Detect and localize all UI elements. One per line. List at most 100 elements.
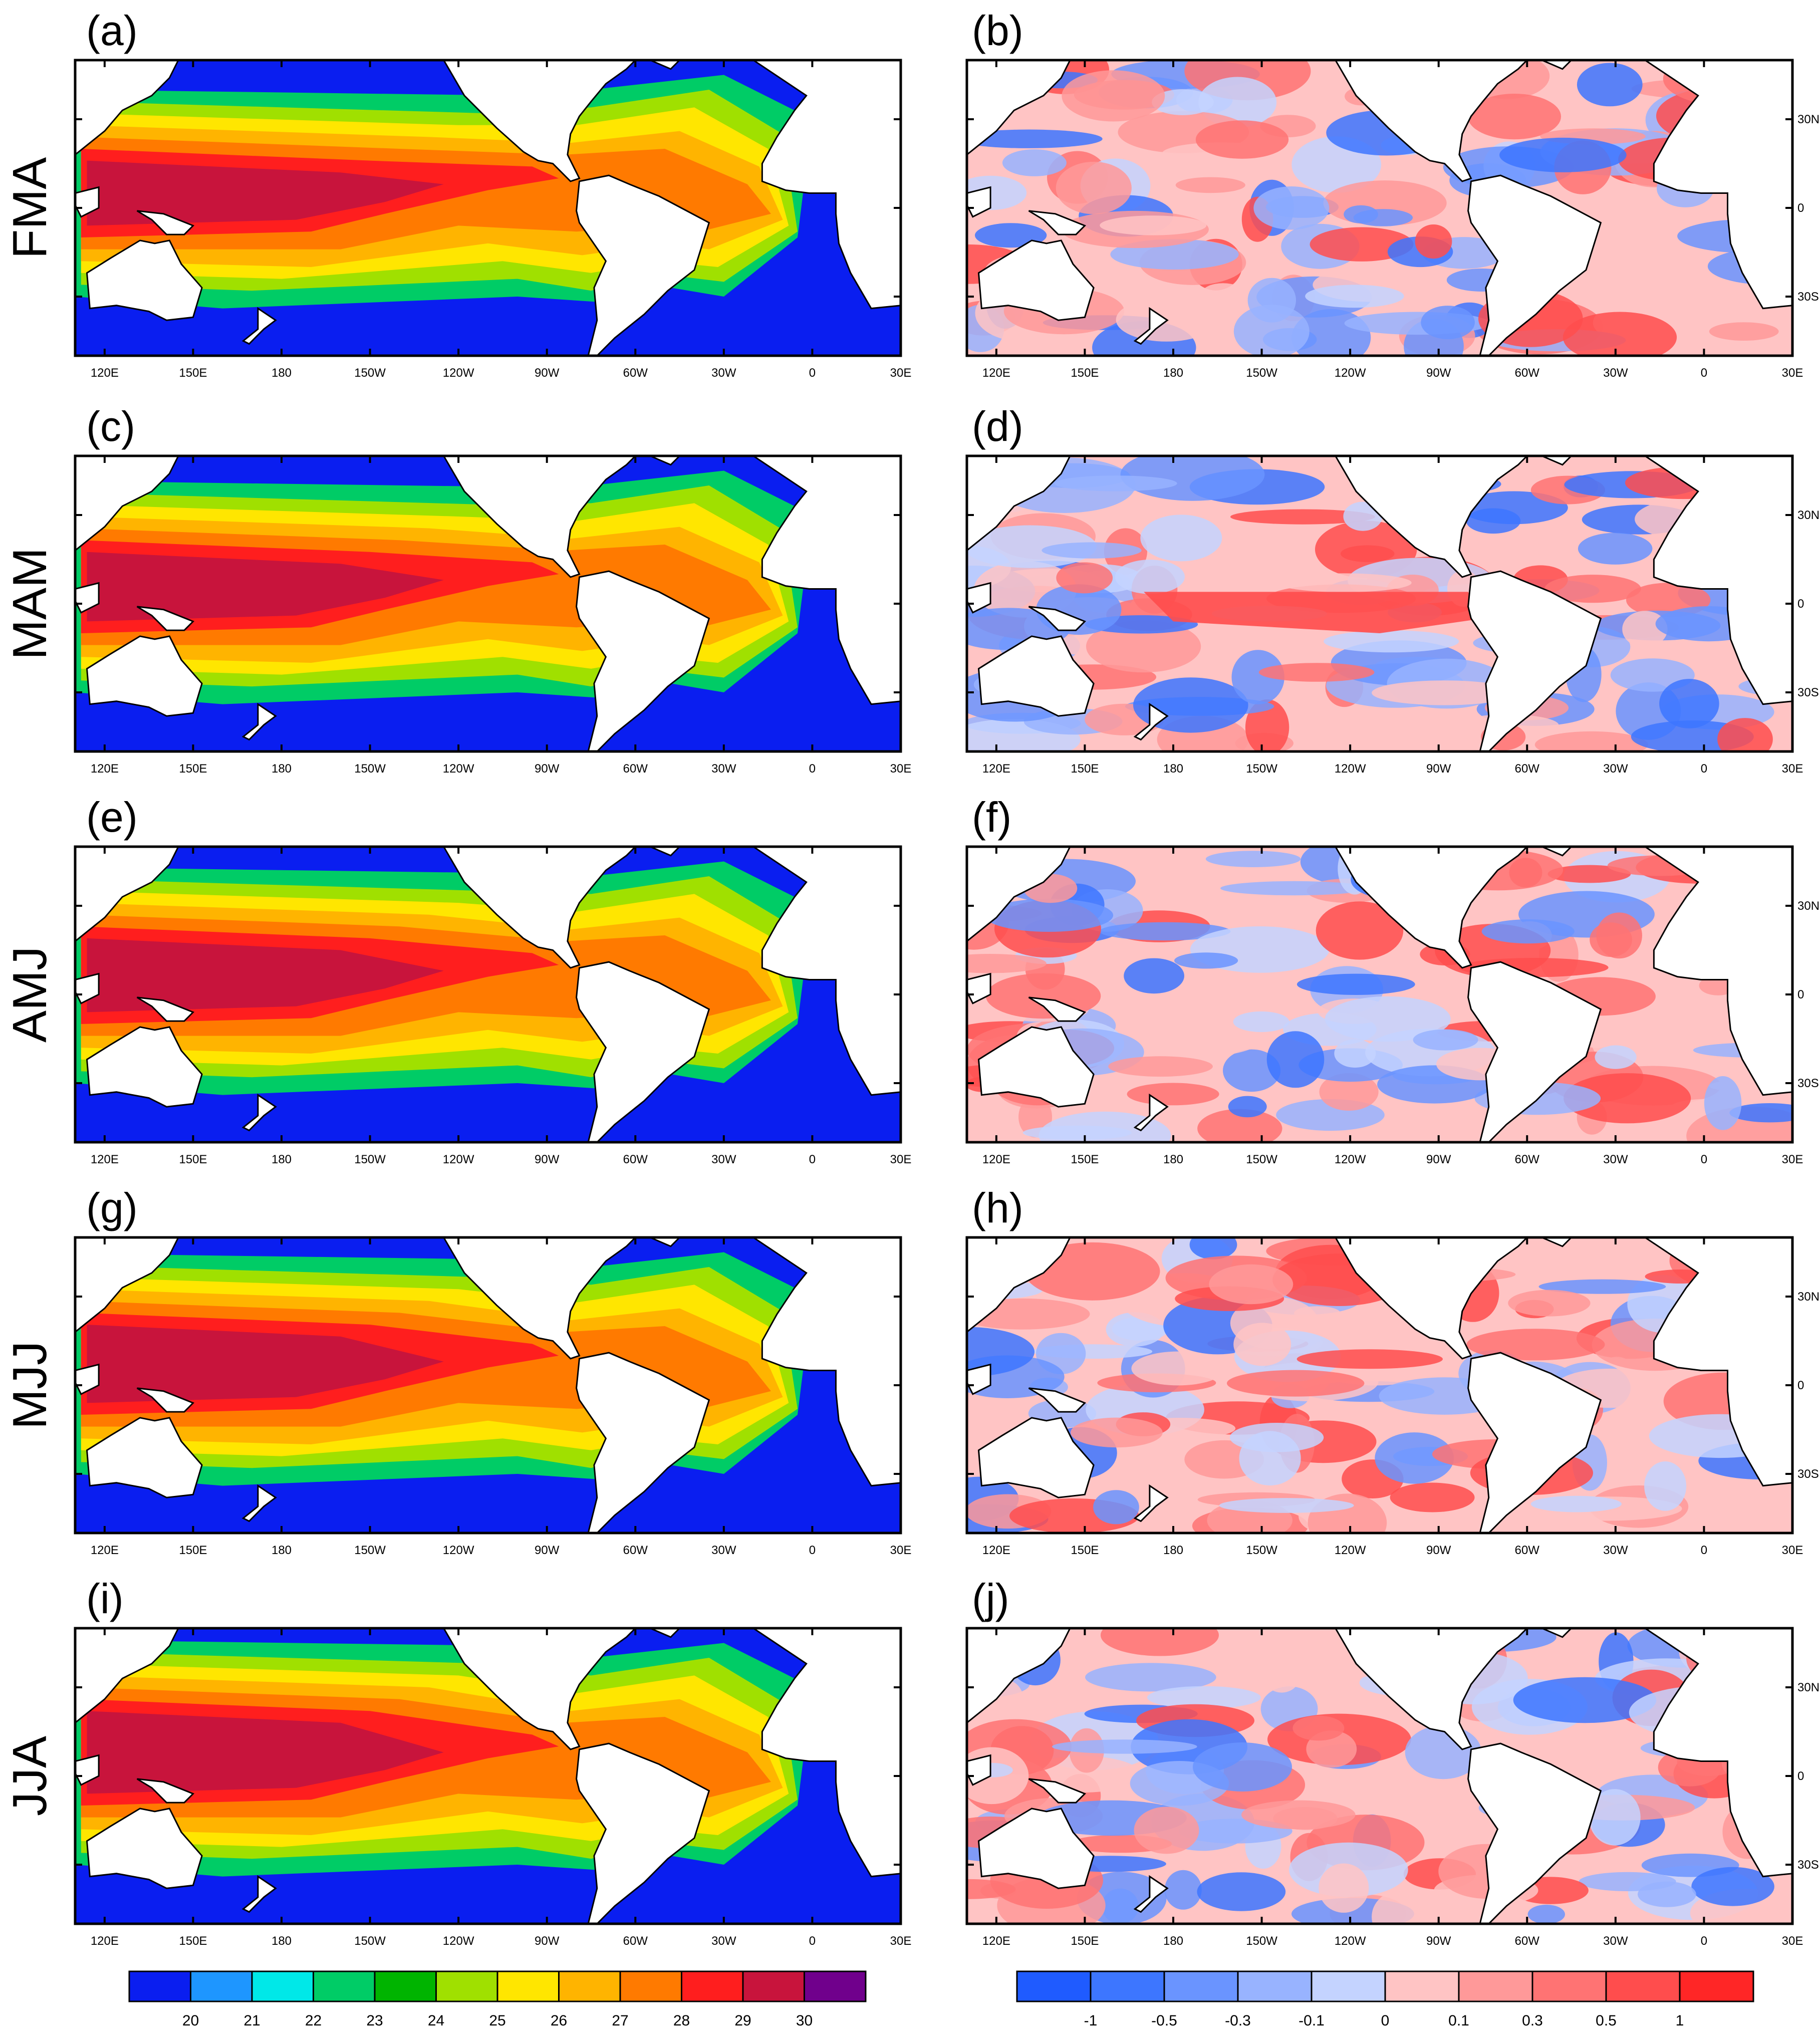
anomaly-patch [967, 129, 1103, 148]
panel-label: (g) [86, 1184, 138, 1231]
lon-tick-label: 150W [1246, 1934, 1277, 1948]
colorbar-swatch [1311, 1970, 1386, 2002]
anomaly-patch [1325, 996, 1451, 1042]
lon-tick-label: 0 [1701, 1934, 1707, 1948]
lon-tick-label: 60W [1515, 366, 1540, 380]
lon-tick-label: 150W [354, 1544, 386, 1557]
anomaly-patch [1127, 1083, 1219, 1106]
lon-tick-label: 30E [1782, 1153, 1803, 1166]
anomaly-patch [1508, 1290, 1591, 1317]
lon-tick-label: 120E [91, 1544, 119, 1557]
colorbar-swatch [1605, 1970, 1681, 2002]
colorbar-label: 22 [305, 2012, 322, 2029]
anomaly-patch [1530, 1495, 1622, 1512]
lon-tick-label: 180 [272, 1934, 292, 1948]
lon-tick-label: 150E [179, 366, 207, 380]
anomaly-patch [1086, 620, 1201, 673]
anomaly-patch [1233, 1323, 1291, 1366]
season-label: FMA [3, 157, 57, 259]
lon-tick-label: 30W [711, 1153, 736, 1166]
lat-tick-label: 0 [1797, 201, 1804, 215]
anomaly-patch [1547, 865, 1631, 883]
anomaly-patch [1499, 137, 1627, 172]
lon-tick-label: 150W [354, 366, 386, 380]
panel-row: 120E 150E 180 150W 120W 90W 60W 30W 0 30E(c)MAM12… [3, 403, 1819, 776]
lat-tick-label: 0 [1797, 597, 1804, 611]
anomaly-patch [1415, 224, 1452, 259]
panel-row: 120E 150E 180 150W 120W 90W 60W 30W 0 30E(e)AMJ12… [3, 794, 1819, 1166]
anomaly-patch [1197, 1872, 1286, 1911]
anomaly-patch [1310, 227, 1414, 262]
sst-colorbar: 20 21 22 23 24 25 26 27 28 29 30 [128, 1970, 867, 2029]
lon-tick-label: 0 [1701, 762, 1707, 776]
colorbar-swatch [1458, 1970, 1533, 2002]
colorbar-label: 26 [551, 2012, 567, 2029]
colorbar-label: 30 [796, 2012, 813, 2029]
anomaly-patch [1659, 679, 1719, 728]
anomaly-patch [1100, 215, 1207, 235]
colorbar-label: 1 [1676, 2012, 1684, 2029]
anomaly-patch [1134, 1807, 1199, 1854]
colorbar-swatch [619, 1970, 682, 2002]
anomaly-patch [1101, 1628, 1219, 1656]
anomaly-patch [1324, 630, 1459, 653]
lon-tick-label: 150E [179, 1153, 207, 1166]
colorbar-swatch [313, 1970, 376, 2002]
anomaly-patch [1334, 1039, 1376, 1068]
season-label: AMJ [3, 946, 57, 1043]
anomaly-patch [1729, 1103, 1792, 1123]
season-label: MAM [3, 548, 57, 660]
anomaly-patch [984, 899, 1114, 932]
anomaly-patch [1266, 1031, 1325, 1088]
anomaly-patch [1071, 1417, 1163, 1448]
anomaly-patch [1413, 1029, 1478, 1051]
lon-tick-label: 0 [809, 366, 816, 380]
lat-tick-label: 30N [1797, 508, 1819, 522]
colorbar-label: 29 [734, 2012, 751, 2029]
colorbar-label: 23 [366, 2012, 383, 2029]
lon-tick-label: 0 [809, 1544, 816, 1557]
colorbar-label: 27 [612, 2012, 628, 2029]
anomaly-tongue [1144, 592, 1483, 633]
colorbar-label: -0.5 [1151, 2012, 1177, 2029]
lon-tick-label: 30W [1603, 1934, 1628, 1948]
anomaly-patch [1590, 922, 1633, 957]
lon-tick-label: 30E [890, 1544, 912, 1557]
anomaly-patch [1220, 881, 1369, 896]
anomaly-patch [1140, 515, 1222, 562]
colorbar-swatch [1384, 1970, 1460, 2002]
anomaly-patch [1205, 851, 1301, 867]
anomaly-patch [1296, 973, 1415, 995]
colorbar-label: 25 [489, 2012, 505, 2029]
lon-tick-label: 120E [982, 1934, 1010, 1948]
anomaly-patch [1691, 1867, 1774, 1906]
colorbar-swatch [435, 1970, 498, 2002]
lon-tick-label: 90W [535, 762, 560, 776]
anomaly-patch [1115, 560, 1185, 594]
sst-panel: 120E 150E 180 150W 120W 90W 60W 30W 0 30E (g) MJJ [3, 1184, 911, 1557]
panel-row: 120E 150E 180 150W 120W 90W 60W 30W 0 30E(g)MJJ12… [3, 1184, 1819, 1557]
anomaly-patch [1022, 1125, 1132, 1140]
lon-tick-label: 150E [179, 1544, 207, 1557]
panel-row: 120E 150E 180 150W 120W 90W 60W 30W 0 30E(i)JJA12… [3, 1575, 1819, 1948]
colorbar-swatch [190, 1970, 253, 2002]
lon-tick-label: 120E [982, 366, 1010, 380]
anomaly-panel: 120E 150E 180 150W 120W 90W 60W 30W 0 30E 30N 0 30S (… [965, 7, 1819, 380]
panel-label: (c) [86, 403, 135, 450]
panel-label: (a) [86, 7, 138, 54]
anomaly-patch [1202, 283, 1244, 303]
lon-tick-label: 90W [535, 1153, 560, 1166]
lat-tick-label: 30S [1797, 1858, 1819, 1872]
lon-tick-label: 150W [354, 762, 386, 776]
anomaly-patch [1319, 1073, 1379, 1111]
lon-tick-label: 60W [1515, 762, 1540, 776]
lon-tick-label: 120W [1335, 366, 1366, 380]
lon-tick-label: 30E [890, 366, 912, 380]
lon-tick-label: 180 [272, 762, 292, 776]
lon-tick-label: 120E [91, 1934, 119, 1948]
anomaly-patch [1174, 952, 1238, 969]
anomaly-patch [1120, 456, 1265, 501]
anomaly-patch [1228, 1096, 1267, 1118]
colorbar-swatch [742, 1970, 805, 2002]
land-mask [75, 1628, 901, 1924]
